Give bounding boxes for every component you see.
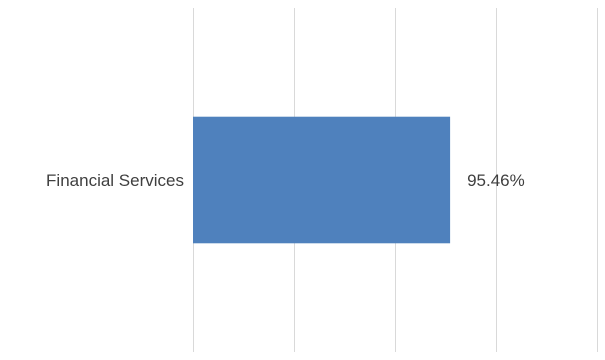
- data-label: 95.46%: [467, 171, 525, 190]
- bars: [193, 116, 451, 244]
- labels: Financial Services 95.46%: [46, 171, 525, 190]
- bar-financial-services: [193, 116, 451, 244]
- category-label: Financial Services: [46, 171, 184, 190]
